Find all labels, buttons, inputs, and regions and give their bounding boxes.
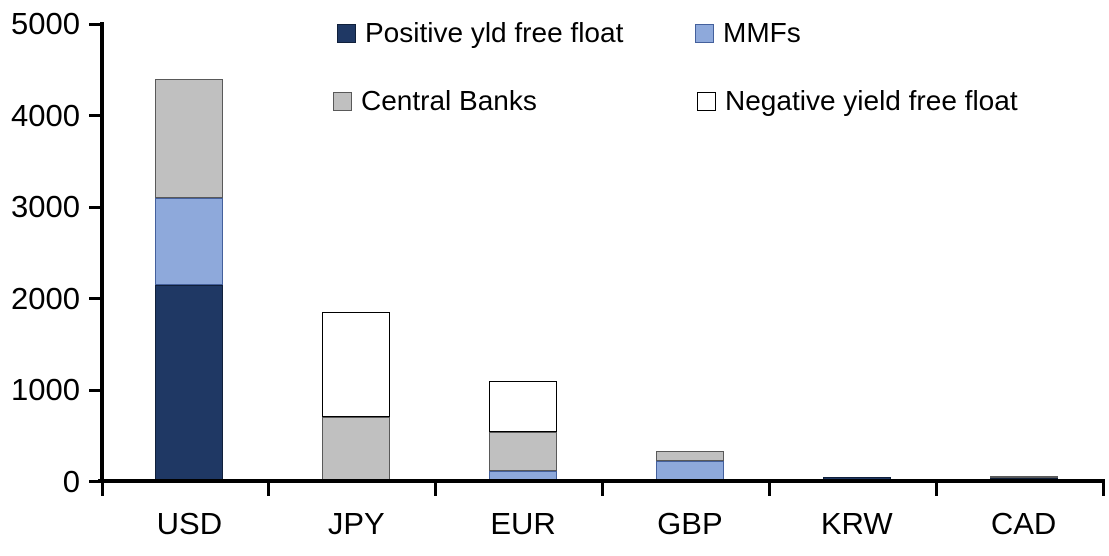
legend-swatch-central-banks <box>333 91 352 111</box>
x-tick-mark <box>100 481 104 496</box>
y-tick-label: 4000 <box>11 97 80 133</box>
y-tick-label: 0 <box>62 463 80 499</box>
bar-segment-eur-negative-yield-free-float <box>489 380 558 433</box>
x-tick-mark <box>1101 481 1105 496</box>
legend-label: Central Banks <box>361 85 537 116</box>
legend-label: Positive yld free float <box>365 17 624 48</box>
y-tick-label: 1000 <box>11 372 80 407</box>
y-tick-label: 3000 <box>11 189 80 224</box>
bar-segment-eur-central-banks <box>489 432 558 472</box>
x-axis-label-usd: USD <box>156 506 223 541</box>
x-tick-mark <box>934 481 938 496</box>
y-tick-mark <box>89 297 102 300</box>
x-axis-label-jpy: JPY <box>327 506 385 541</box>
legend-swatch-mmfs <box>695 23 714 43</box>
x-tick-mark <box>767 481 771 496</box>
legend-swatch-negative-yield-free-float <box>697 91 716 111</box>
x-axis-label-cad: CAD <box>990 506 1057 541</box>
x-axis-label-eur: EUR <box>490 506 556 541</box>
legend-item-mmfs: MMFs <box>695 16 801 50</box>
bar-segment-jpy-central-banks <box>322 417 391 482</box>
y-tick-label: 5000 <box>11 6 80 41</box>
y-tick-mark <box>89 22 102 26</box>
bar-segment-jpy-negative-yield-free-float <box>322 312 391 418</box>
bar-segment-cad-central-banks <box>989 475 1058 478</box>
y-tick-mark <box>89 388 102 392</box>
bar-segment-usd-mmfs <box>155 197 224 285</box>
x-axis-label-gbp: GBP <box>657 506 723 541</box>
bar-segment-usd-central-banks <box>155 78 224 198</box>
x-tick-mark <box>267 481 271 496</box>
bar-segment-usd-positive-yld-free-float <box>155 284 224 482</box>
legend-label: Negative yield free float <box>725 85 1018 116</box>
legend-swatch-positive-yld-free-float <box>337 23 356 43</box>
y-tick-mark <box>89 205 102 209</box>
legend-item-central-banks: Central Banks <box>333 84 537 118</box>
x-tick-mark <box>434 481 438 496</box>
legend-item-negative-yield-free-float: Negative yield free float <box>697 84 1018 118</box>
legend-label: MMFs <box>723 17 801 48</box>
legend-item-positive-yld-free-float: Positive yld free float <box>337 16 623 50</box>
y-tick-mark <box>89 480 102 483</box>
y-tick-mark <box>89 114 102 117</box>
bar-segment-gbp-central-banks <box>655 451 724 462</box>
y-tick-label: 2000 <box>11 280 80 316</box>
y-axis-line <box>100 22 104 483</box>
x-tick-mark <box>601 481 604 496</box>
x-axis-label-krw: KRW <box>820 506 893 541</box>
